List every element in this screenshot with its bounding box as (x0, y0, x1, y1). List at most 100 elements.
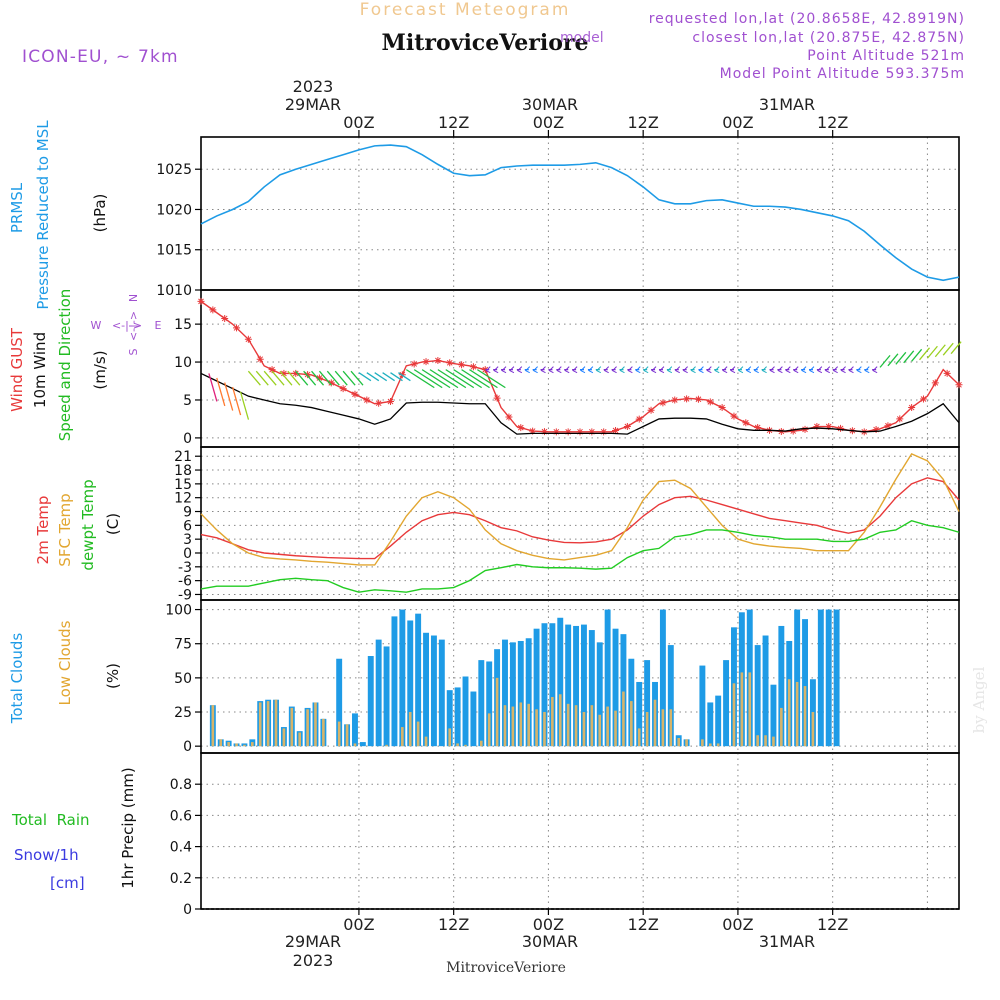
wind-arrow (224, 382, 234, 411)
top-tick-label: 12Z (438, 113, 469, 132)
wind-arrow (950, 341, 962, 355)
temp-2m-label: 2m Temp (34, 496, 52, 565)
low-cloud-bar (708, 743, 712, 747)
top-date-29mar: 29MAR (285, 95, 341, 114)
wind-arrowhead (698, 366, 704, 374)
wind-arrowhead (848, 366, 854, 374)
total-cloud-bar (565, 624, 572, 747)
total-cloud-bar (533, 628, 540, 747)
total-cloud-bar (367, 656, 374, 747)
wind-arrowhead (595, 366, 602, 374)
panel-precip: 0 0.2 0.4 0.6 0.8 (170, 752, 960, 918)
gust-marker (564, 428, 572, 436)
gust-marker (588, 428, 596, 436)
low-cloud-bar (558, 694, 562, 747)
wind-arrow (366, 372, 380, 382)
wind-arrowhead (580, 366, 586, 374)
low-cloud-bar (322, 718, 325, 747)
low-cloud-bar (464, 744, 467, 747)
wind-arrowhead (761, 366, 767, 374)
total-cloud-bar (541, 623, 548, 747)
wind-arrow (271, 370, 285, 386)
compass-s: S (127, 348, 140, 355)
total-cloud-bar (383, 646, 390, 747)
total-cloud-bar (778, 625, 785, 747)
low-cloud-bar (780, 707, 783, 747)
gust-marker (943, 369, 951, 377)
compass-e: E (155, 319, 162, 332)
clouds-unit: (%) (104, 663, 122, 689)
wind-arrow (303, 370, 317, 386)
total-cloud-bar (667, 645, 674, 747)
low-cloud-bar (772, 736, 775, 747)
low-cloud-bar (527, 703, 530, 747)
ytick-label: 6 (183, 518, 192, 534)
total-cloud-bar (580, 624, 587, 747)
low-cloud-bar (243, 744, 246, 747)
gust-marker (789, 427, 797, 435)
gust-marker (209, 306, 217, 314)
wind-10m-label: 10m Wind (31, 332, 49, 408)
wind-arrow (477, 369, 506, 389)
ytick-label: 0.2 (170, 871, 192, 887)
ytick-label: 0.6 (170, 808, 192, 824)
wind-arrowhead (556, 366, 562, 374)
low-cloud-bar (535, 709, 538, 747)
ytick-label: 18 (174, 463, 192, 479)
low-cloud-bar (756, 735, 759, 747)
wind-arrowhead (516, 366, 523, 374)
ytick-label: 50 (174, 671, 192, 687)
gust-marker (469, 363, 477, 371)
low-cloud-bar (566, 703, 570, 747)
wind-arrowhead (485, 366, 491, 374)
low-cloud-bar (282, 728, 286, 747)
ytick-label: 21 (174, 449, 192, 465)
wind-unit: (m/s) (91, 350, 109, 389)
wind-arrow (390, 372, 403, 382)
low-cloud-bar (677, 737, 681, 747)
wind-arrowhead (753, 366, 760, 374)
low-cloud-bar (345, 724, 349, 747)
wind-arrowhead (619, 366, 625, 374)
total-cloud-bar (549, 623, 556, 747)
panel-frame (200, 752, 960, 910)
wind-arrowhead (603, 366, 610, 374)
gust-marker (540, 428, 548, 436)
wind-arrow (421, 369, 451, 389)
total-cloud-bar (699, 665, 706, 747)
wind-arrow (934, 344, 946, 358)
gust-marker (694, 395, 702, 403)
total-cloud-bar (794, 609, 801, 747)
ytick-label: 0.8 (170, 777, 192, 793)
total-cloud-bar (620, 634, 627, 747)
wind-arrowhead (682, 366, 688, 374)
ytick-label: 0 (183, 902, 192, 918)
wind-arrowhead (824, 366, 831, 374)
gust-marker (351, 390, 359, 398)
snow-unit-label: [cm] (50, 874, 85, 892)
model-point-altitude: Model Point Altitude 593.375m (720, 66, 965, 82)
low-cloud-bar (551, 696, 554, 747)
total-cloud-bar (336, 658, 343, 747)
gust-marker (422, 358, 430, 366)
gust-marker (363, 396, 371, 404)
low-cloud-bar (543, 712, 546, 747)
low-cloud-bar (519, 702, 523, 747)
temp-line-2 (200, 519, 960, 593)
wind-arrow (374, 372, 388, 382)
low-cloud-bar (298, 732, 302, 747)
wind-arrow (318, 370, 332, 386)
wind-arrow (231, 386, 242, 416)
low-cloud-bar (598, 714, 602, 747)
gust-marker (919, 395, 927, 403)
top-date-31mar: 31MAR (759, 95, 815, 114)
footer-station: MitroviceVeriore (446, 960, 566, 976)
temp-dewpt-label: dewpt Temp (79, 479, 97, 570)
total-cloud-bar (486, 661, 493, 747)
gust-marker (197, 297, 205, 305)
ytick-label: 10 (174, 355, 192, 371)
low-cloud-bar (803, 686, 807, 747)
ytick-label: 1010 (156, 283, 192, 299)
total-cloud-bar (407, 620, 414, 747)
total-cloud-bar (423, 632, 429, 747)
